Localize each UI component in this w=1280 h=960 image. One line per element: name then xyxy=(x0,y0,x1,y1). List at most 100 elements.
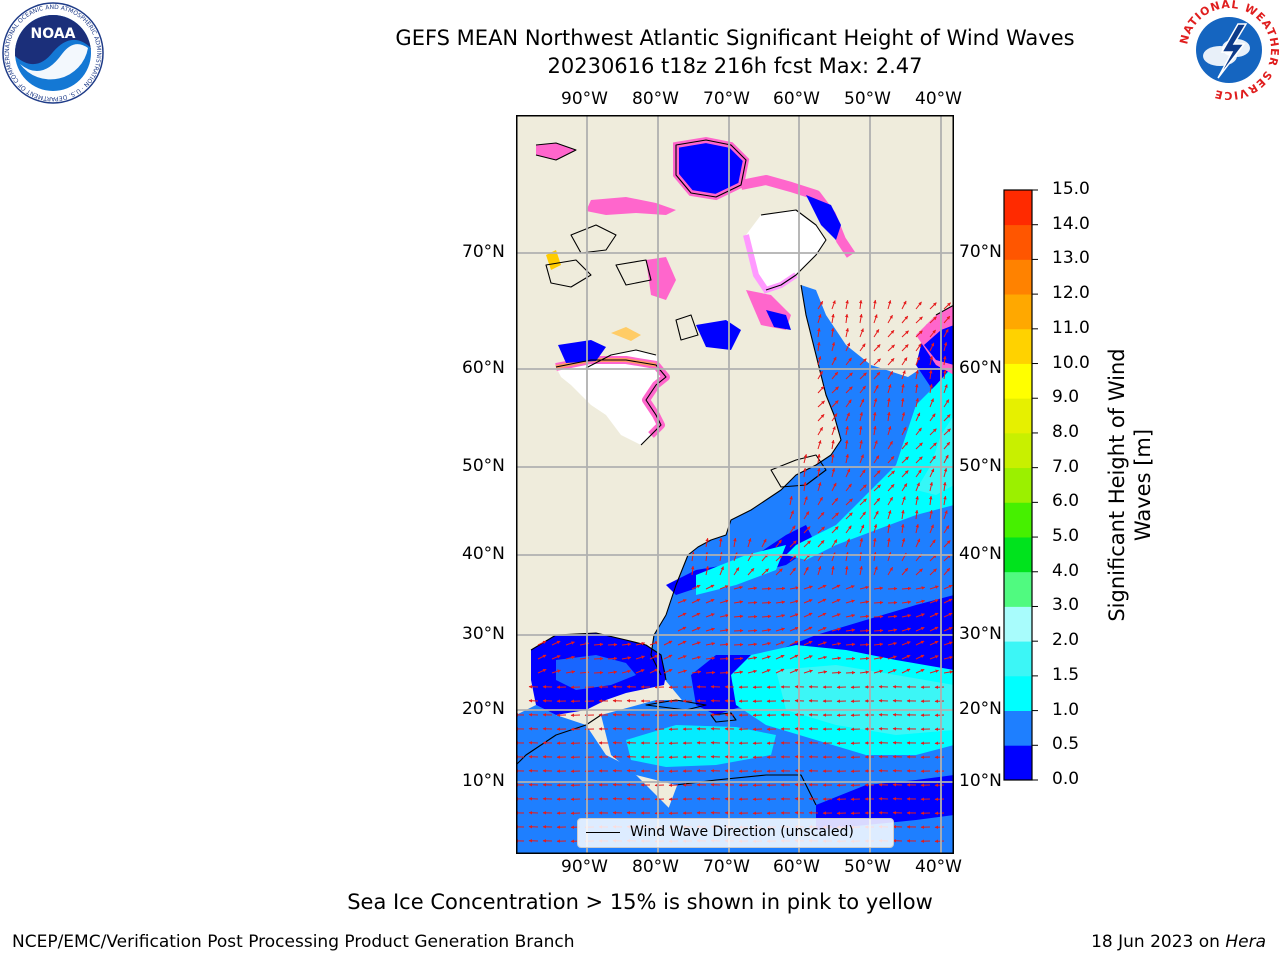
wave-direction-arrow xyxy=(887,397,891,408)
wave-direction-arrow xyxy=(873,440,878,450)
plot-title: GEFS MEAN Northwest Atlantic Significant… xyxy=(395,26,1075,50)
colorbar-tick-label: 3.0 xyxy=(1052,595,1080,616)
wave-direction-arrow xyxy=(943,467,948,478)
wave-direction-arrow xyxy=(803,453,808,464)
wave-direction-arrow xyxy=(901,496,906,506)
wave-direction-arrow xyxy=(817,327,821,338)
wave-direction-arrow xyxy=(943,510,948,520)
wave-direction-arrow xyxy=(929,539,936,548)
wave-direction-arrow xyxy=(789,567,796,576)
wave-direction-arrow xyxy=(607,670,618,674)
wave-direction-arrow xyxy=(929,302,937,310)
wave-direction-arrow xyxy=(845,656,856,661)
noaa-logo-text: NOAA xyxy=(31,26,76,42)
wave-direction-arrow xyxy=(677,640,687,646)
ocean-base xyxy=(516,705,676,854)
wave-direction-arrow xyxy=(859,614,870,619)
wave-direction-arrow xyxy=(859,328,864,338)
colorbar-tick-label: 9.0 xyxy=(1052,387,1080,408)
wave-direction-arrow xyxy=(817,414,825,422)
colorbar-tick-label: 5.0 xyxy=(1052,526,1080,547)
legend-line-sample xyxy=(586,832,620,833)
wave-direction-arrow xyxy=(845,628,856,632)
colorbar-bin xyxy=(1004,502,1032,538)
wave-direction-arrow xyxy=(831,642,842,646)
wave-direction-arrow xyxy=(915,640,925,646)
wave-direction-arrow xyxy=(887,300,892,310)
wave-direction-arrow xyxy=(830,327,835,338)
wave-direction-arrow xyxy=(844,439,849,450)
wave-direction-arrow xyxy=(817,598,827,604)
wave-direction-arrow xyxy=(817,496,823,506)
lon-label-bottom: 80°W xyxy=(632,857,679,877)
wave-direction-arrow xyxy=(831,313,835,324)
wave-direction-arrow xyxy=(565,641,575,646)
wave-direction-arrow xyxy=(817,341,821,352)
wave-direction-arrow xyxy=(691,655,702,660)
wave-direction-arrow xyxy=(649,654,659,660)
wave-direction-arrow xyxy=(915,456,923,464)
wave-direction-arrow xyxy=(677,669,687,674)
wave-direction-arrow xyxy=(747,669,758,674)
wave-direction-arrow xyxy=(887,358,895,366)
wave-direction-arrow xyxy=(817,400,825,408)
wave-direction-arrow xyxy=(901,383,905,394)
wave-direction-arrow xyxy=(705,537,709,548)
lat-label-left: 40°N xyxy=(462,544,505,564)
wave-direction-arrow xyxy=(887,370,894,380)
wave-direction-arrow xyxy=(915,330,923,338)
wave-direction-arrow xyxy=(718,537,723,548)
wave-direction-arrow xyxy=(775,627,785,632)
lat-label-left: 70°N xyxy=(462,242,505,262)
wave-direction-arrow xyxy=(887,552,892,562)
colorbar-bin xyxy=(1004,641,1032,677)
generation-date-text: 18 Jun 2023 on xyxy=(1091,932,1226,952)
wave-direction-arrow xyxy=(943,384,948,394)
plot-subtitle: 20230616 t18z 216h fcst Max: 2.47 xyxy=(547,54,923,78)
wave-direction-arrow xyxy=(859,372,867,380)
wave-direction-arrow xyxy=(663,640,673,646)
wave-direction-arrow xyxy=(831,467,836,478)
colorbar-tick-label: 6.0 xyxy=(1052,491,1080,512)
wave-direction-arrow xyxy=(915,613,925,618)
wave-direction-arrow xyxy=(733,567,740,576)
wave-direction-arrow xyxy=(900,397,905,408)
lat-label-left: 20°N xyxy=(462,699,505,719)
wave-direction-arrow xyxy=(873,510,879,520)
wave-direction-arrow xyxy=(943,341,948,352)
wave-direction-arrow xyxy=(943,567,951,576)
wave-direction-arrow xyxy=(873,371,881,380)
wave-direction-arrow xyxy=(845,342,851,352)
colorbar-bin xyxy=(1004,432,1032,469)
wave-direction-arrow xyxy=(817,314,822,324)
wave-direction-arrow xyxy=(887,669,897,674)
wave-direction-arrow xyxy=(859,498,867,506)
wave-direction-arrow xyxy=(929,413,936,422)
wave-direction-arrow xyxy=(845,372,853,380)
colorbar-bin xyxy=(1004,190,1032,226)
wave-direction-arrow xyxy=(775,654,785,660)
wave-direction-arrow xyxy=(747,628,758,633)
wave-direction-arrow xyxy=(719,613,730,618)
wave-direction-arrow xyxy=(775,539,782,548)
wave-direction-arrow xyxy=(789,586,800,590)
colorbar-tick-label: 11.0 xyxy=(1052,317,1090,338)
wave-direction-arrow xyxy=(929,428,937,436)
wave-direction-arrow xyxy=(858,425,863,436)
wave-direction-arrow xyxy=(845,483,852,492)
lat-label-right: 40°N xyxy=(959,544,1002,564)
wave-direction-arrow xyxy=(873,656,884,660)
wave-direction-arrow xyxy=(690,565,695,576)
wave-direction-arrow xyxy=(943,454,949,464)
wave-direction-arrow xyxy=(845,551,849,562)
wave-direction-arrow xyxy=(901,441,909,450)
wave-direction-arrow xyxy=(845,498,853,506)
wave-direction-arrow xyxy=(915,668,925,674)
wave-direction-arrow xyxy=(928,495,933,506)
wave-direction-arrow xyxy=(859,537,864,548)
wave-direction-arrow xyxy=(901,315,909,324)
wave-direction-arrow xyxy=(817,440,822,450)
wave-direction-arrow xyxy=(943,540,951,548)
lon-label-top: 60°W xyxy=(773,89,820,109)
wave-direction-arrow xyxy=(887,655,897,660)
